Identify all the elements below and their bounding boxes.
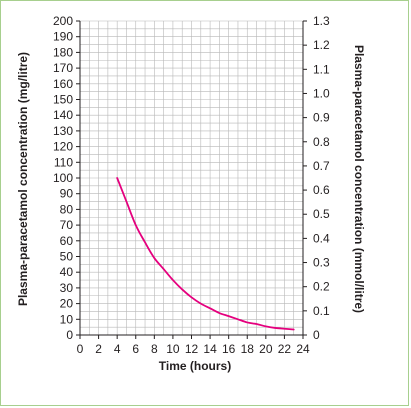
y-tick-label: 60 — [60, 234, 74, 248]
y2-tick-label: 0.2 — [313, 280, 330, 294]
y-tick-label: 190 — [53, 30, 73, 44]
y-tick-label: 200 — [53, 14, 73, 28]
grid — [79, 20, 304, 336]
y-tick-label: 20 — [60, 297, 74, 311]
y2-tick-label: 0.8 — [313, 135, 330, 149]
x-tick-label: 10 — [166, 342, 180, 356]
series-line — [116, 177, 295, 331]
x-tick-label: 0 — [77, 342, 84, 356]
y-tick-label: 120 — [53, 140, 73, 154]
x-tick-label: 18 — [241, 342, 255, 356]
axes — [76, 20, 307, 339]
y-tick-label: 150 — [53, 93, 73, 107]
tick-labels: 0 2 4 6 8 10 12 14 16 18 20 22 240102030405060708090… — [53, 14, 330, 356]
y2-tick-label: 0.1 — [313, 304, 330, 318]
y2-tick-label: 0.7 — [313, 159, 330, 173]
y2-tick-label: 0.9 — [313, 111, 330, 125]
x-tick-label: 16 — [222, 342, 236, 356]
x-tick-label: 4 — [114, 342, 121, 356]
y2-tick-label: 1.0 — [313, 86, 330, 100]
x-tick-label: 6 — [132, 342, 139, 356]
x-tick-label: 14 — [203, 342, 217, 356]
y-tick-label: 0 — [66, 328, 73, 342]
y-tick-label: 140 — [53, 108, 73, 122]
y2-axis-label: Plasma-paracetamol concentration (mmol/l… — [352, 45, 366, 313]
y-tick-label: 130 — [53, 124, 73, 138]
y-tick-label: 180 — [53, 45, 73, 59]
y-tick-label: 160 — [53, 77, 73, 91]
x-tick-label: 8 — [151, 342, 158, 356]
y-tick-label: 80 — [60, 202, 74, 216]
y-axis-label: Plasma-paracetamol concentration (mg/lit… — [16, 52, 30, 306]
y2-tick-label: 0.3 — [313, 256, 330, 270]
y2-tick-label: 0.5 — [313, 207, 330, 221]
y2-tick-label: 0 — [313, 328, 320, 342]
y-tick-label: 70 — [60, 218, 74, 232]
x-tick-label: 12 — [185, 342, 199, 356]
x-tick-label: 2 — [95, 342, 102, 356]
y-tick-label: 40 — [60, 265, 74, 279]
x-axis-label: Time (hours) — [159, 359, 231, 373]
y-tick-label: 50 — [60, 250, 74, 264]
y-tick-label: 100 — [53, 171, 73, 185]
y2-tick-label: 0.6 — [313, 183, 330, 197]
x-tick-label: 20 — [259, 342, 273, 356]
y2-tick-label: 1.3 — [313, 14, 330, 28]
y-tick-label: 30 — [60, 281, 74, 295]
y2-tick-label: 0.4 — [313, 231, 330, 245]
y-tick-label: 170 — [53, 61, 73, 75]
y-tick-label: 90 — [60, 187, 74, 201]
y2-tick-label: 1.1 — [313, 62, 330, 76]
y-tick-label: 110 — [54, 155, 73, 169]
y2-tick-label: 1.2 — [313, 38, 330, 52]
x-tick-label: 22 — [278, 342, 292, 356]
y-tick-label: 10 — [60, 312, 74, 326]
series-layer — [116, 177, 295, 331]
x-tick-label: 24 — [296, 342, 310, 356]
